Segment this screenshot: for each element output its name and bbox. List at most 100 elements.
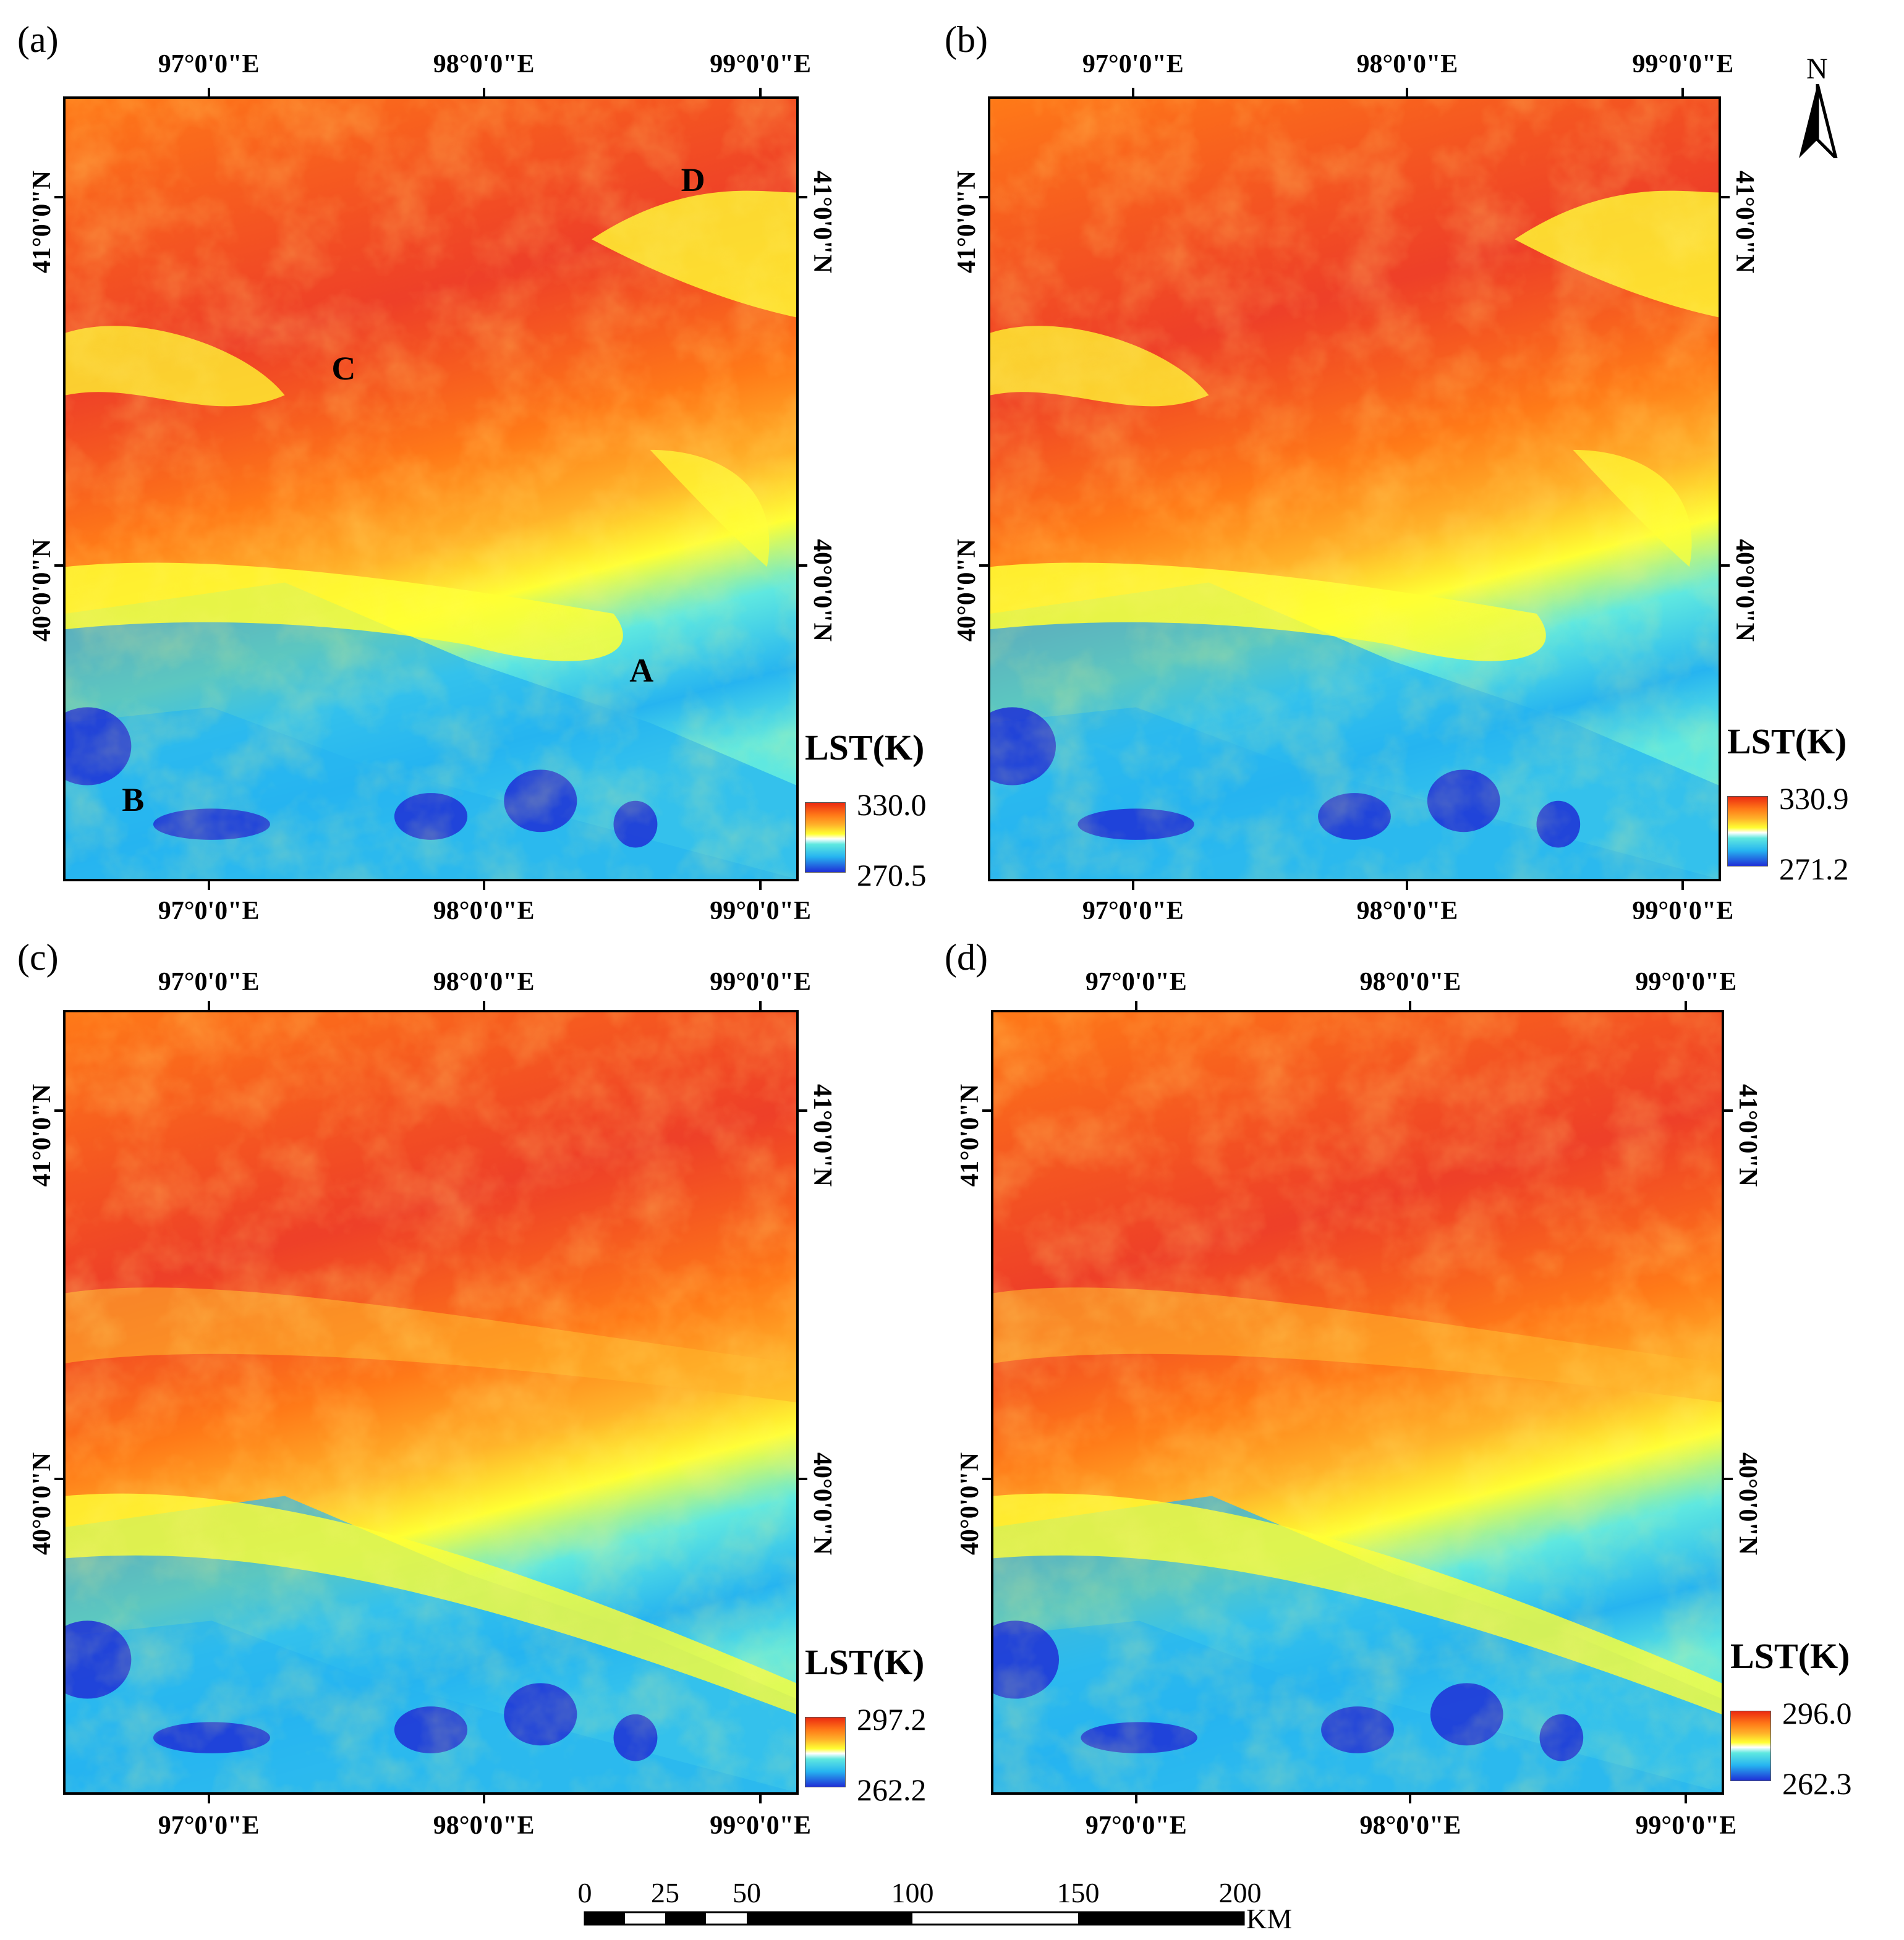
graticule-tick <box>207 1795 210 1803</box>
legend-min: 262.2 <box>857 1773 927 1807</box>
latitude-label: 41°0'0"N <box>808 170 836 273</box>
lst-map <box>63 1010 799 1795</box>
longitude-label: 99°0'0"E <box>1635 968 1737 996</box>
graticule-tick <box>1406 881 1409 890</box>
lst-raster <box>993 1012 1722 1792</box>
graticule-tick <box>1721 195 1730 198</box>
longitude-label: 97°0'0"E <box>1085 1811 1187 1840</box>
graticule-tick <box>759 881 762 890</box>
longitude-label: 97°0'0"E <box>158 1811 260 1840</box>
longitude-label: 98°0'0"E <box>433 897 535 925</box>
scale-tick-label: 50 <box>733 1877 761 1908</box>
scale-tick-label: 100 <box>891 1877 934 1908</box>
legend-title: LST(K) <box>805 727 925 768</box>
graticule-tick <box>979 195 988 198</box>
longitude-label: 98°0'0"E <box>1359 968 1461 996</box>
lst-map <box>63 96 799 881</box>
longitude-label: 99°0'0"E <box>1632 50 1734 78</box>
graticule-tick <box>1406 88 1409 96</box>
legend-title: LST(K) <box>1730 1636 1850 1676</box>
latitude-label: 41°0'0"N <box>1733 1083 1762 1187</box>
graticule-tick <box>799 1478 807 1481</box>
legend-colorbar <box>805 1717 846 1787</box>
graticule-tick <box>1724 1109 1733 1112</box>
graticule-tick <box>759 1001 762 1010</box>
legend-colorbar <box>1730 1711 1771 1781</box>
latitude-label: 41°0'0"N <box>1730 170 1759 273</box>
graticule-tick <box>207 881 210 890</box>
legend-min: 271.2 <box>1779 852 1849 886</box>
longitude-label: 97°0'0"E <box>158 50 260 78</box>
graticule-tick <box>1681 881 1685 890</box>
graticule-tick <box>1724 1478 1733 1481</box>
latitude-label: 40°0'0"N <box>1730 539 1759 642</box>
longitude-label: 97°0'0"E <box>1082 897 1184 925</box>
graticule-tick <box>1685 1001 1688 1010</box>
graticule-tick <box>54 195 63 198</box>
graticule-tick <box>482 881 485 890</box>
legend-max: 296.0 <box>1782 1696 1852 1730</box>
lst-raster <box>66 1012 796 1792</box>
graticule-tick <box>1131 881 1134 890</box>
graticule-tick <box>799 195 807 198</box>
graticule-tick <box>1134 1001 1137 1010</box>
lst-map <box>991 1010 1724 1795</box>
longitude-label: 98°0'0"E <box>433 1811 535 1840</box>
graticule-tick <box>482 1001 485 1010</box>
graticule-tick <box>207 1001 210 1010</box>
scale-tick-label: 0 <box>577 1877 592 1908</box>
longitude-label: 97°0'0"E <box>158 968 260 996</box>
longitude-label: 98°0'0"E <box>433 50 535 78</box>
longitude-label: 97°0'0"E <box>1085 968 1187 996</box>
north-arrow-icon <box>1799 84 1838 158</box>
legend-title: LST(K) <box>805 1642 925 1682</box>
graticule-tick <box>207 88 210 96</box>
scale-tick-label: 200 <box>1218 1877 1262 1908</box>
latitude-label: 40°0'0"N <box>1733 1452 1762 1556</box>
longitude-label: 99°0'0"E <box>1635 1811 1737 1840</box>
graticule-tick <box>1721 564 1730 567</box>
graticule-tick <box>979 564 988 567</box>
latitude-label: 41°0'0"N <box>953 170 981 273</box>
legend-max: 297.2 <box>857 1702 927 1737</box>
longitude-label: 97°0'0"E <box>1082 50 1184 78</box>
site-label: D <box>681 161 705 198</box>
panel-label: (d) <box>945 937 988 978</box>
graticule-tick <box>759 1795 762 1803</box>
longitude-label: 98°0'0"E <box>1359 1811 1461 1840</box>
north-label: N <box>1806 53 1828 85</box>
latitude-label: 41°0'0"N <box>808 1083 836 1187</box>
graticule-tick <box>799 564 807 567</box>
north-arrow: N <box>1793 54 1842 159</box>
latitude-label: 40°0'0"N <box>28 539 56 642</box>
legend-colorbar <box>805 802 846 873</box>
latitude-label: 40°0'0"N <box>956 1452 984 1556</box>
lst-map <box>988 96 1721 881</box>
graticule-tick <box>1134 1795 1137 1803</box>
longitude-label: 97°0'0"E <box>158 897 260 925</box>
lst-raster <box>66 99 796 879</box>
longitude-label: 99°0'0"E <box>710 968 812 996</box>
site-label: C <box>331 349 356 387</box>
legend-max: 330.9 <box>1779 781 1849 816</box>
graticule-tick <box>1131 88 1134 96</box>
graticule-tick <box>1681 88 1685 96</box>
longitude-label: 98°0'0"E <box>433 968 535 996</box>
longitude-label: 98°0'0"E <box>1356 50 1458 78</box>
graticule-tick <box>54 564 63 567</box>
longitude-label: 99°0'0"E <box>710 50 812 78</box>
scale-unit: KM <box>1246 1903 1293 1934</box>
lst-raster <box>990 99 1719 879</box>
longitude-label: 99°0'0"E <box>710 1811 812 1840</box>
panel-label: (b) <box>945 19 988 60</box>
graticule-tick <box>799 1109 807 1112</box>
scale-tick-label: 25 <box>651 1877 679 1908</box>
graticule-tick <box>759 88 762 96</box>
latitude-label: 41°0'0"N <box>28 170 56 273</box>
legend-title: LST(K) <box>1727 721 1847 761</box>
latitude-label: 40°0'0"N <box>808 1452 836 1556</box>
site-label: B <box>122 781 145 819</box>
scale-bar: 0 25 50 100 150 200 KM <box>577 1877 1293 1933</box>
legend-max: 330.0 <box>857 787 927 822</box>
graticule-tick <box>482 88 485 96</box>
